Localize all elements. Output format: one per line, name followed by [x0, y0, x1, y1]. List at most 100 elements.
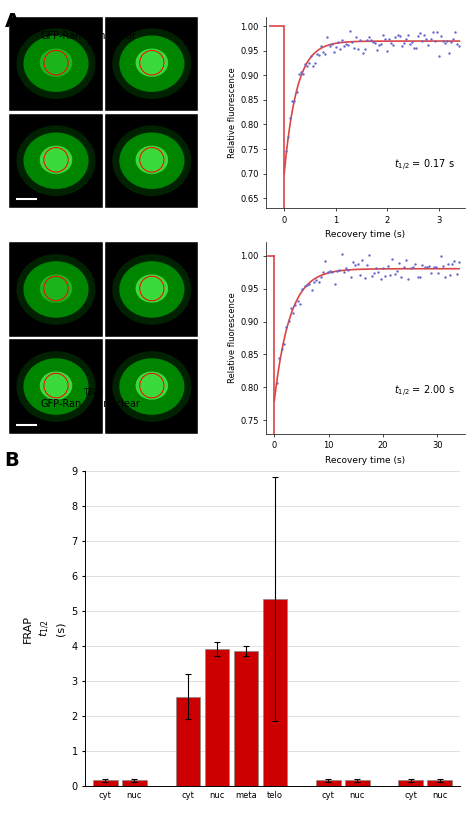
Ellipse shape [23, 358, 89, 415]
Point [412, 41, 420, 55]
Point [319, 45, 327, 59]
Point [430, 261, 438, 274]
Ellipse shape [17, 254, 96, 325]
Point [326, 264, 334, 277]
Point [441, 270, 449, 283]
Point [407, 261, 414, 274]
Point [295, 68, 302, 81]
Point [287, 112, 294, 125]
Point [383, 45, 391, 58]
Point [428, 266, 435, 280]
Point [363, 33, 370, 46]
Text: A: A [5, 12, 20, 31]
Point [294, 294, 301, 308]
Point [373, 43, 381, 56]
Point [342, 261, 350, 275]
Point [353, 30, 360, 43]
Point [437, 30, 445, 43]
Point [410, 41, 418, 55]
Point [363, 259, 371, 272]
Point [303, 279, 311, 292]
Point [390, 39, 397, 52]
Point [283, 320, 290, 333]
Point [284, 131, 292, 144]
Bar [399, 781, 423, 786]
Point [312, 274, 320, 287]
Point [315, 49, 323, 62]
Point [417, 26, 424, 40]
Point [342, 37, 350, 50]
Point [349, 256, 357, 269]
Point [311, 56, 319, 69]
Point [439, 259, 447, 272]
Point [382, 270, 389, 283]
Point [385, 32, 393, 45]
Point [437, 250, 445, 263]
Ellipse shape [119, 261, 184, 318]
Ellipse shape [119, 132, 184, 189]
Point [361, 42, 368, 55]
Point [347, 270, 355, 284]
Ellipse shape [17, 126, 96, 196]
Point [309, 60, 317, 73]
Text: GFP-Ran: GFP-Ran [40, 399, 82, 409]
Ellipse shape [112, 254, 191, 325]
Point [456, 256, 463, 269]
Point [336, 264, 343, 277]
Point [445, 46, 453, 60]
Text: , nuclear: , nuclear [97, 399, 140, 409]
Point [299, 282, 306, 295]
Point [453, 267, 461, 280]
Point [350, 41, 358, 55]
Point [301, 57, 309, 70]
Point [273, 376, 281, 390]
Ellipse shape [40, 146, 73, 174]
Point [400, 36, 408, 50]
Point [404, 29, 411, 42]
Point [427, 32, 434, 45]
Ellipse shape [119, 36, 184, 92]
Bar [234, 651, 258, 786]
Point [306, 278, 313, 291]
Y-axis label: FRAP
$t_{1/2}$
(s): FRAP $t_{1/2}$ (s) [23, 614, 66, 643]
Ellipse shape [119, 358, 184, 415]
Point [402, 254, 410, 267]
Point [352, 258, 359, 271]
Ellipse shape [136, 275, 168, 303]
Bar [428, 781, 452, 786]
Text: T24N: T24N [84, 388, 104, 397]
Point [368, 269, 375, 282]
Point [409, 261, 417, 274]
Point [324, 30, 331, 43]
Point [392, 31, 399, 44]
Point [359, 46, 366, 60]
Point [361, 272, 368, 285]
Text: WT: WT [84, 21, 97, 30]
Point [296, 297, 304, 310]
Point [406, 37, 414, 50]
X-axis label: Recovery time (s): Recovery time (s) [325, 456, 405, 465]
Ellipse shape [23, 36, 89, 92]
Point [299, 68, 307, 81]
Point [297, 66, 304, 79]
Point [289, 306, 297, 319]
Y-axis label: Relative fluorescence: Relative fluorescence [228, 67, 237, 158]
Point [313, 47, 321, 60]
Point [432, 261, 440, 274]
Text: B: B [5, 451, 19, 470]
Ellipse shape [40, 275, 73, 303]
Point [379, 28, 387, 41]
Point [451, 255, 458, 268]
Point [354, 257, 362, 270]
Point [433, 26, 440, 39]
Point [285, 315, 292, 328]
Ellipse shape [112, 351, 191, 422]
Point [391, 267, 398, 280]
Point [322, 255, 329, 268]
Point [423, 32, 430, 45]
Ellipse shape [40, 371, 73, 399]
X-axis label: Recovery time (s): Recovery time (s) [325, 230, 405, 239]
Point [377, 272, 384, 285]
Point [344, 39, 352, 52]
Point [377, 37, 385, 50]
